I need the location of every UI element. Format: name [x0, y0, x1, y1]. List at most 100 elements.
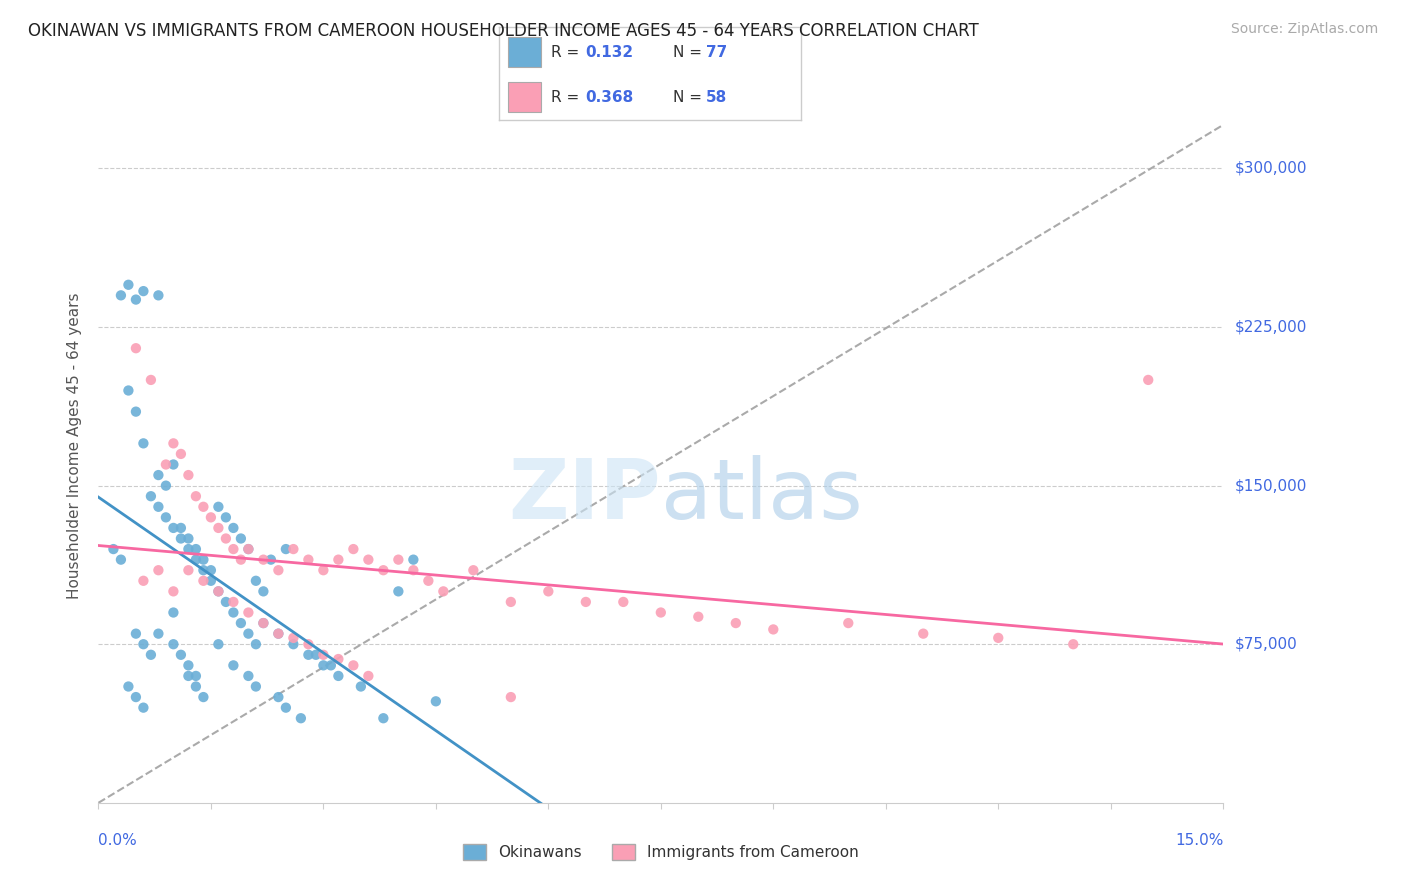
Text: N =: N =	[673, 45, 707, 60]
Point	[252, 584, 274, 599]
Point	[425, 694, 447, 708]
Text: R =: R =	[551, 45, 583, 60]
Point	[170, 521, 193, 535]
Point	[267, 690, 290, 704]
Point	[200, 574, 222, 588]
Point	[125, 341, 148, 355]
Point	[193, 500, 215, 514]
Point	[312, 648, 335, 662]
Text: 0.132: 0.132	[585, 45, 634, 60]
Point	[148, 288, 170, 302]
Point	[499, 595, 522, 609]
Point	[229, 552, 252, 566]
Point	[837, 616, 859, 631]
Point	[215, 510, 238, 524]
Point	[139, 648, 162, 662]
Point	[274, 542, 297, 557]
Point	[267, 626, 290, 640]
Point	[912, 626, 935, 640]
Point	[170, 447, 193, 461]
Point	[117, 277, 139, 292]
Point	[222, 658, 245, 673]
Point	[463, 563, 485, 577]
Point	[207, 584, 229, 599]
Point	[373, 711, 395, 725]
Point	[724, 616, 747, 631]
Point	[193, 552, 215, 566]
Point	[148, 563, 170, 577]
Point	[222, 595, 245, 609]
Point	[252, 552, 274, 566]
Point	[297, 637, 319, 651]
Point	[229, 532, 252, 546]
Point	[688, 609, 710, 624]
Point	[319, 658, 342, 673]
Point	[162, 521, 184, 535]
Point	[103, 542, 125, 557]
Text: $225,000: $225,000	[1234, 319, 1306, 334]
Point	[238, 626, 260, 640]
Text: Source: ZipAtlas.com: Source: ZipAtlas.com	[1230, 22, 1378, 37]
Point	[162, 436, 184, 450]
Point	[312, 658, 335, 673]
Point	[132, 284, 155, 298]
Point	[267, 563, 290, 577]
Point	[328, 652, 350, 666]
Point	[274, 700, 297, 714]
Text: 15.0%: 15.0%	[1175, 833, 1223, 848]
Point	[207, 584, 229, 599]
Point	[162, 637, 184, 651]
Point	[283, 542, 305, 557]
Point	[328, 552, 350, 566]
Text: $300,000: $300,000	[1234, 161, 1306, 176]
Point	[222, 542, 245, 557]
Point	[117, 384, 139, 398]
Text: atlas: atlas	[661, 456, 862, 536]
Point	[125, 690, 148, 704]
Text: 0.0%: 0.0%	[98, 833, 138, 848]
Point	[252, 616, 274, 631]
Point	[387, 584, 409, 599]
Text: $150,000: $150,000	[1234, 478, 1306, 493]
Point	[650, 606, 672, 620]
Point	[139, 489, 162, 503]
Point	[207, 637, 229, 651]
Point	[1137, 373, 1160, 387]
Point	[132, 574, 155, 588]
Point	[162, 584, 184, 599]
Point	[238, 606, 260, 620]
Point	[342, 658, 364, 673]
Point	[432, 584, 454, 599]
Point	[215, 595, 238, 609]
Point	[110, 288, 132, 302]
Point	[200, 563, 222, 577]
Point	[612, 595, 634, 609]
Point	[193, 563, 215, 577]
Point	[297, 648, 319, 662]
Point	[260, 552, 283, 566]
Point	[155, 458, 177, 472]
Point	[222, 606, 245, 620]
Point	[184, 542, 207, 557]
Point	[155, 478, 177, 492]
Point	[312, 563, 335, 577]
Point	[125, 626, 148, 640]
Point	[132, 700, 155, 714]
Point	[387, 552, 409, 566]
Text: OKINAWAN VS IMMIGRANTS FROM CAMEROON HOUSEHOLDER INCOME AGES 45 - 64 YEARS CORRE: OKINAWAN VS IMMIGRANTS FROM CAMEROON HOU…	[28, 22, 979, 40]
Text: N =: N =	[673, 89, 707, 104]
Point	[499, 690, 522, 704]
Point	[350, 680, 373, 694]
Point	[177, 563, 200, 577]
Point	[290, 711, 312, 725]
Legend: Okinawans, Immigrants from Cameroon: Okinawans, Immigrants from Cameroon	[457, 838, 865, 866]
Point	[193, 690, 215, 704]
Point	[418, 574, 440, 588]
Point	[245, 637, 267, 651]
Text: ZIP: ZIP	[509, 456, 661, 536]
Text: 77: 77	[706, 45, 727, 60]
Point	[283, 631, 305, 645]
Point	[148, 626, 170, 640]
Point	[170, 532, 193, 546]
Point	[193, 574, 215, 588]
